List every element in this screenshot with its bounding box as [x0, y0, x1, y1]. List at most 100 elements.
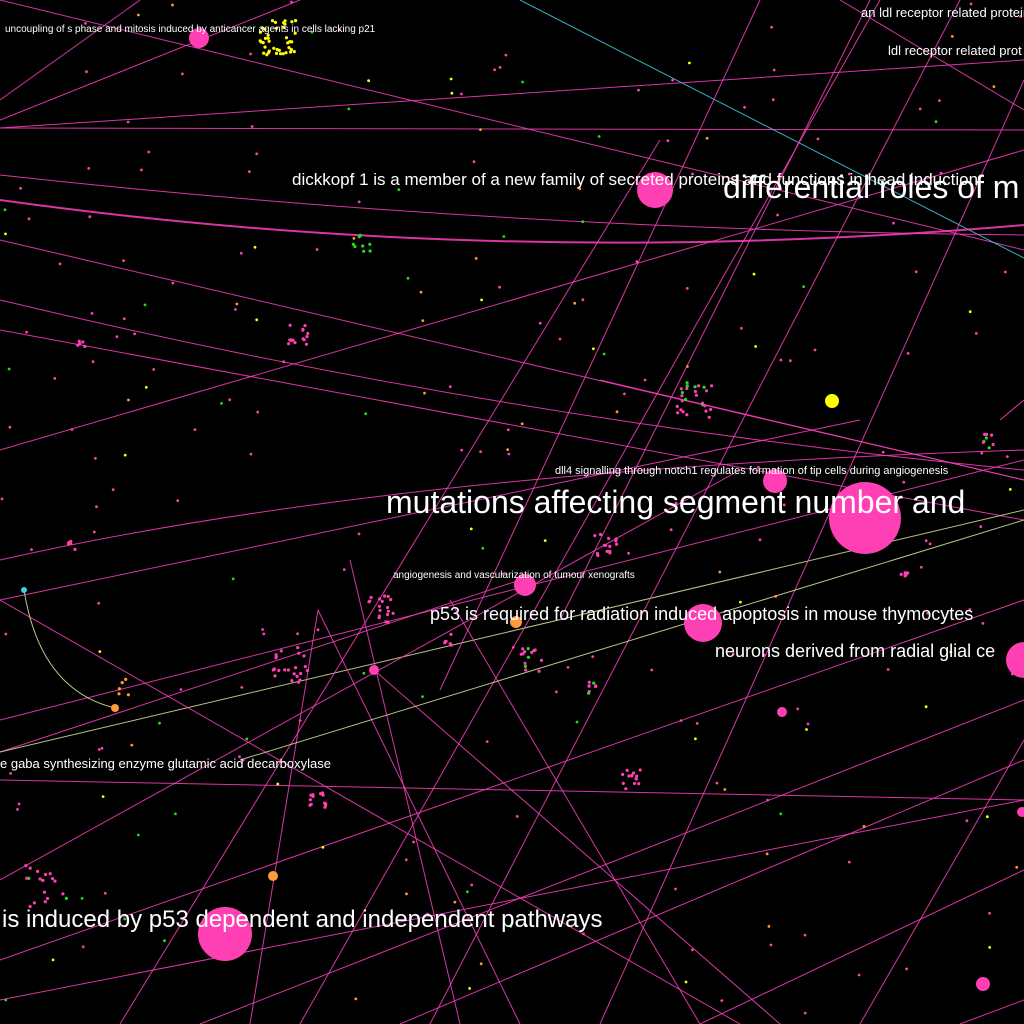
small-node [614, 539, 618, 543]
small-node [273, 674, 277, 678]
small-node [772, 68, 776, 72]
small-node [788, 359, 792, 363]
small-node [847, 182, 851, 186]
small-node [969, 2, 973, 6]
small-node [779, 812, 783, 816]
small-node [308, 798, 312, 802]
small-node [296, 632, 299, 636]
small-node [290, 0, 293, 4]
edge-line [0, 469, 741, 881]
small-node [572, 497, 575, 501]
small-node [949, 650, 953, 654]
small-node [767, 925, 771, 928]
small-node [968, 608, 972, 611]
small-node [847, 860, 851, 864]
small-node [1008, 488, 1012, 491]
small-node [779, 358, 783, 362]
small-node [637, 88, 640, 92]
small-node [143, 303, 147, 307]
small-node [276, 782, 280, 786]
node-layer[interactable] [21, 28, 1024, 991]
small-node [684, 980, 688, 984]
small-node [235, 302, 239, 306]
gene-node[interactable] [763, 469, 787, 493]
small-node [262, 632, 266, 636]
edge-line [0, 599, 1024, 961]
small-node [695, 722, 699, 725]
gene-node[interactable] [684, 604, 722, 642]
small-node [288, 323, 292, 327]
small-node [45, 896, 50, 901]
edge-line [959, 999, 1024, 1024]
gene-node[interactable] [1017, 807, 1024, 817]
small-node [720, 999, 724, 1002]
edge-line [199, 699, 1024, 1024]
small-node [176, 499, 180, 502]
small-node [521, 80, 524, 84]
small-node [323, 804, 328, 808]
small-node [266, 33, 270, 37]
gene-node[interactable] [777, 707, 787, 717]
edge-curve [0, 299, 1024, 471]
drug-node[interactable] [268, 871, 278, 881]
small-node [250, 125, 254, 128]
edge-line [0, 0, 301, 121]
gene-node[interactable] [369, 665, 379, 675]
gene-node[interactable] [829, 482, 901, 554]
small-node [249, 452, 253, 456]
small-node [386, 605, 390, 610]
small-node [685, 386, 689, 391]
paper-node[interactable] [825, 394, 839, 408]
small-node [526, 647, 530, 651]
gene-node[interactable] [514, 574, 536, 596]
edge-line [699, 869, 1024, 1024]
small-node [803, 1011, 807, 1015]
gene-node[interactable] [1006, 642, 1024, 678]
small-node [453, 900, 457, 904]
small-node [506, 428, 510, 432]
small-node [981, 622, 985, 625]
small-node [302, 338, 306, 342]
small-node [638, 768, 642, 772]
small-node [479, 128, 482, 132]
small-node [267, 39, 271, 43]
gene-node[interactable] [198, 907, 252, 961]
small-node [50, 877, 55, 881]
small-node [30, 548, 33, 551]
small-node [38, 877, 42, 881]
small-node [299, 671, 303, 676]
gene-node[interactable] [189, 28, 209, 48]
edge-line [0, 799, 1024, 1001]
small-node [364, 412, 368, 416]
small-node [368, 249, 372, 253]
small-node [316, 628, 320, 632]
small-node [290, 20, 294, 24]
drug-node[interactable] [111, 704, 119, 712]
protein-node[interactable] [21, 587, 27, 593]
small-node [504, 53, 508, 57]
edge-curve [23, 589, 116, 709]
drug-node[interactable] [510, 616, 522, 628]
small-node [369, 595, 373, 600]
small-node [766, 798, 769, 802]
small-node [498, 285, 501, 289]
gene-node[interactable] [637, 172, 673, 208]
small-node [245, 737, 249, 741]
small-node [100, 746, 104, 750]
small-node [771, 98, 775, 102]
small-node [752, 272, 756, 276]
small-node [449, 77, 453, 81]
small-node [289, 50, 293, 54]
small-node [685, 413, 689, 417]
small-node [287, 342, 291, 346]
small-node [803, 933, 807, 937]
small-node [256, 410, 260, 414]
small-node [694, 737, 697, 741]
small-node [310, 30, 314, 34]
small-node [928, 542, 932, 546]
small-node [389, 598, 393, 602]
small-node [290, 679, 294, 683]
gene-node[interactable] [976, 977, 990, 991]
